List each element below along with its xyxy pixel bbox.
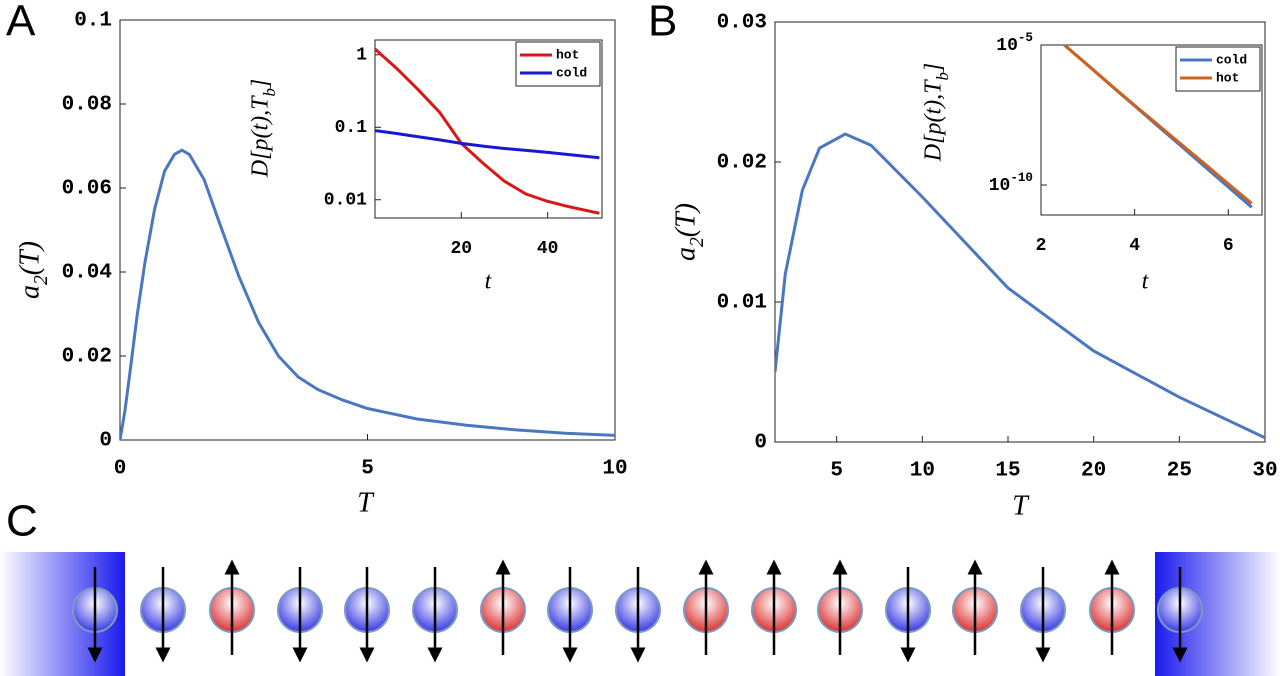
y-tick-label: 0.06 (62, 178, 112, 201)
y-tick-label: 0 (754, 432, 767, 455)
x-tick-label: 0 (114, 458, 127, 481)
x-axis-label: T (357, 487, 375, 518)
y-tick-label: 0.02 (717, 152, 767, 175)
x-axis-label: t (1142, 269, 1150, 295)
legend-label: cold (1216, 52, 1247, 67)
legend-label: hot (1216, 70, 1239, 85)
panel-label: C (6, 497, 38, 546)
legend (1175, 46, 1261, 92)
y-tick-label: 0.03 (717, 12, 767, 35)
x-tick-label: 20 (1081, 460, 1106, 483)
y-tick-label: 0.08 (62, 94, 112, 117)
line (775, 132, 1265, 440)
panel-label: B (648, 0, 677, 46)
x-tick-label: 10 (910, 460, 935, 483)
x-tick-label: 25 (1167, 460, 1192, 483)
line (1063, 45, 1253, 205)
x-tick-label: 5 (830, 460, 843, 483)
y-tick-label: 0.02 (62, 346, 112, 369)
line (375, 47, 600, 215)
y-axis-label: a2(T) (670, 203, 708, 261)
y-tick-label: 1 (356, 46, 367, 66)
x-tick-label: 20 (451, 239, 473, 259)
legend (515, 41, 601, 87)
legend-label: hot (556, 47, 579, 62)
x-tick-label: 15 (995, 460, 1020, 483)
y-tick-label: 0.01 (717, 292, 767, 315)
y-tick-label: 0 (99, 430, 112, 453)
x-tick-label: 2 (1036, 236, 1047, 256)
y-tick-label: 0.01 (324, 190, 367, 210)
x-tick-label: 6 (1223, 236, 1234, 256)
x-tick-label: 4 (1129, 236, 1140, 256)
line (120, 148, 615, 440)
x-axis-label: t (485, 269, 493, 295)
y-axis-label: a2(T) (14, 241, 52, 299)
x-tick-label: 30 (1252, 460, 1277, 483)
y-tick-label: 0.1 (74, 10, 112, 33)
x-axis-label: T (1012, 490, 1030, 521)
y-tick-label: 0.04 (62, 262, 112, 285)
spin-chain (0, 552, 1280, 676)
x-tick-label: 5 (361, 458, 374, 481)
x-tick-label: 10 (602, 458, 627, 481)
panel-label: A (6, 0, 36, 46)
x-tick-label: 40 (537, 239, 559, 259)
line (375, 129, 600, 160)
y-tick-label: 0.1 (335, 118, 368, 138)
legend-label: cold (556, 65, 587, 80)
